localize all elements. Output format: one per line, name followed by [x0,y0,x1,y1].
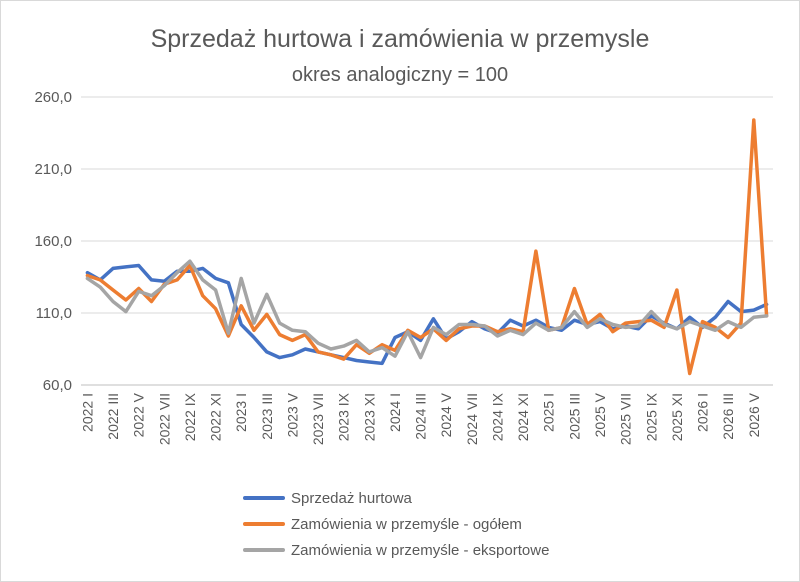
x-tick-label: 2023 VII [310,393,326,445]
y-tick-label: 160,0 [34,233,72,250]
legend-entry: Zamówienia w przemyśle - eksportowe [291,542,549,559]
series-lines [85,118,769,376]
x-tick-label: 2024 I [387,393,403,432]
legend-entry: Zamówienia w przemyśle - ogółem [291,516,522,533]
x-tick-label: 2026 V [746,392,762,437]
x-tick-label: 2023 III [259,393,275,440]
series-line-3 [85,259,769,360]
x-tick-label: 2022 XI [208,393,224,441]
x-tick-label: 2023 XI [361,393,377,441]
y-tick-label: 60,0 [43,377,72,394]
x-tick-label: 2022 VII [156,393,172,445]
x-tick-label: 2025 III [566,393,582,440]
x-tick-label: 2022 V [131,392,147,437]
x-tick-label: 2025 VII [618,393,634,445]
series-line-1 [85,263,769,366]
y-tick-label: 210,0 [34,161,72,178]
x-tick-label: 2024 VII [464,393,480,445]
x-tick-label: 2023 V [284,392,300,437]
x-tick-label: 2025 IX [643,392,659,441]
legend: Sprzedaż hurtowa Zamówienia w przemyśle -… [243,490,549,559]
x-tick-label: 2023 I [233,393,249,432]
x-tick-label: 2026 I [695,393,711,432]
chart-subtitle: okres analogiczny = 100 [292,64,508,86]
x-tick-label: 2024 III [413,393,429,440]
legend-entry: Sprzedaż hurtowa [291,490,413,507]
x-tick-label: 2022 III [105,393,121,440]
y-tick-label: 260,0 [34,89,72,106]
x-tick-label: 2024 XI [515,393,531,441]
chart-title: Sprzedaż hurtowa i zamówienia w przemysl… [151,25,650,53]
x-tick-label: 2024 V [438,392,454,437]
x-tick-label: 2025 XI [669,393,685,441]
gridlines [81,96,773,386]
x-axis-ticks: 2022 I 2022 III 2022 V 2022 VII 2022 IX 2022 … [79,392,761,445]
x-tick-label: 2022 IX [182,392,198,441]
y-tick-label: 110,0 [36,305,72,322]
series-line-2 [85,118,769,376]
x-tick-label: 2026 III [720,393,736,440]
x-tick-label: 2025 V [592,392,608,437]
x-tick-label: 2022 I [79,393,95,432]
x-tick-label: 2024 IX [489,392,505,441]
y-axis-ticks: 60,0 110,0 160,0 210,0 260,0 [34,89,72,394]
x-tick-label: 2025 I [541,393,557,432]
x-tick-label: 2023 IX [336,392,352,441]
